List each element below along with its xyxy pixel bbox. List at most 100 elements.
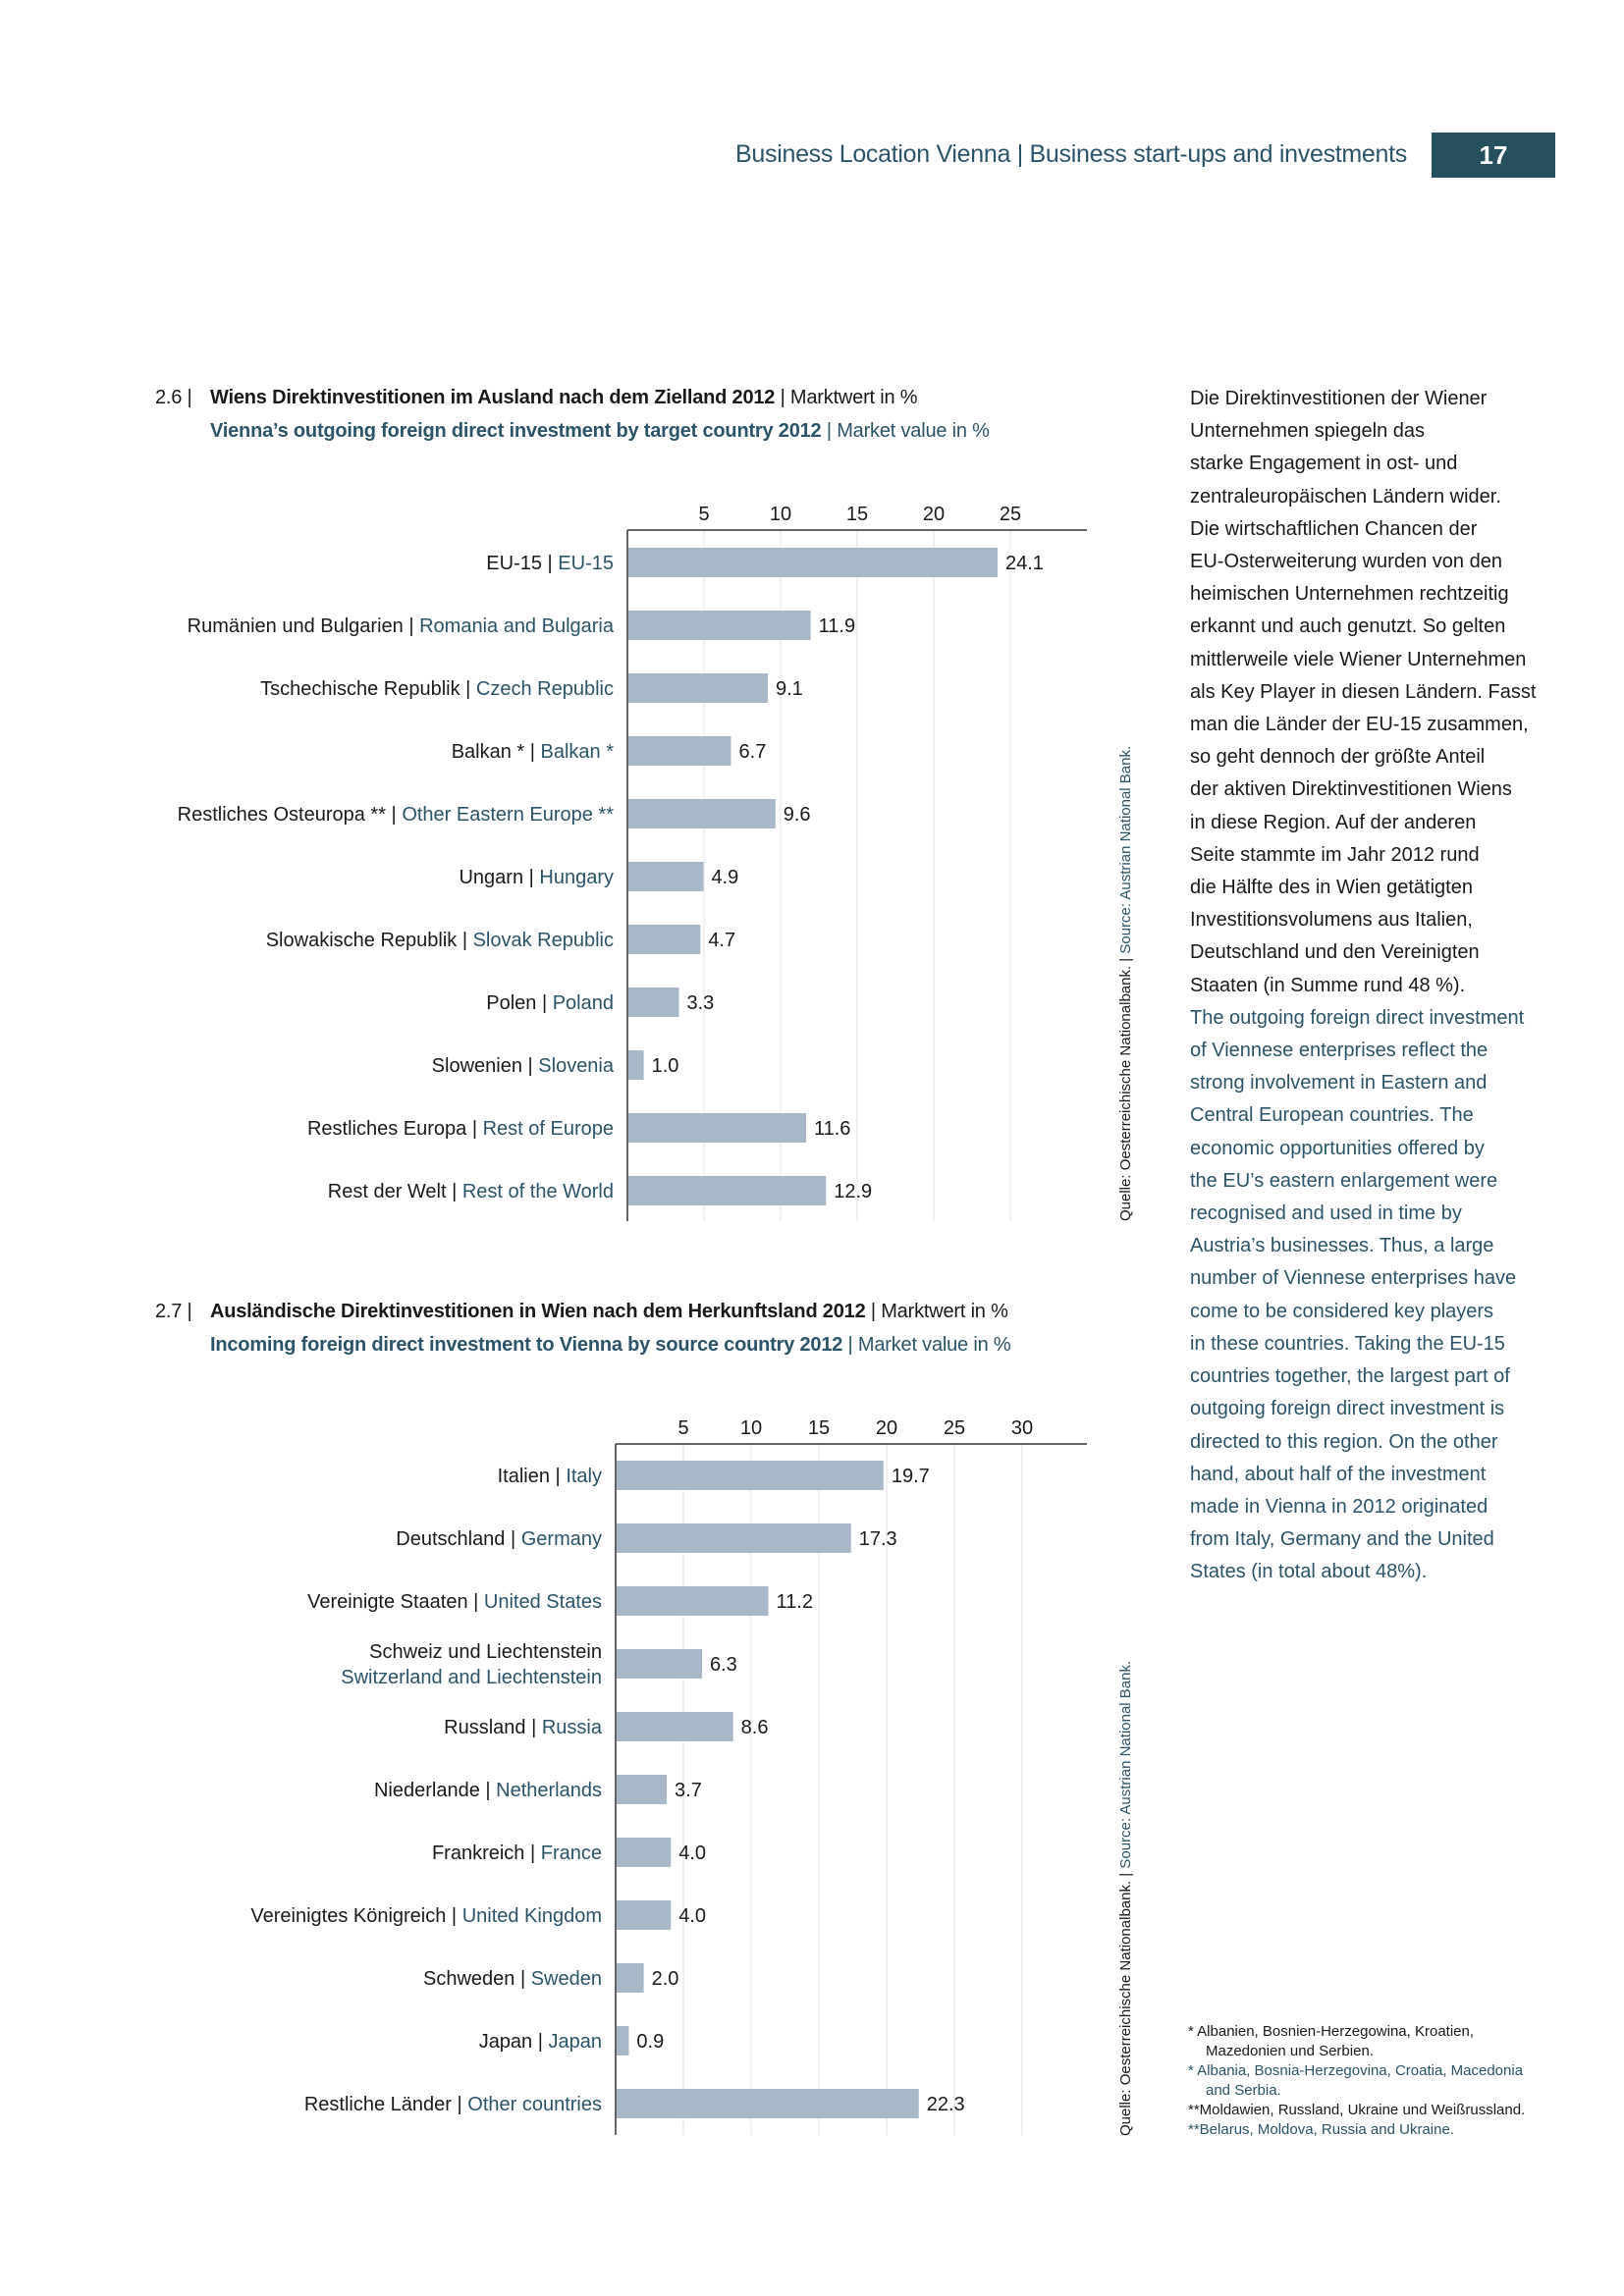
bar (628, 548, 998, 577)
body-line: zentraleuropäischen Ländern wider. (1190, 485, 1501, 507)
source-en: Source: Austrian National Bank. (1117, 745, 1134, 954)
category-label-de: Polen (486, 992, 536, 1014)
bar (617, 1523, 851, 1553)
category-label: Deutschland | Germany (396, 1528, 602, 1550)
category-label: Frankreich | France (432, 1842, 602, 1864)
bar-value-label: 19.7 (892, 1466, 930, 1487)
bar (617, 1963, 644, 1993)
separator: | (522, 1055, 538, 1077)
separator: | (505, 1528, 520, 1550)
bar-value-label: 11.6 (814, 1118, 850, 1140)
category-label: Japan | Japan (479, 2031, 602, 2053)
bar (617, 1775, 668, 1804)
bar-value-label: 1.0 (652, 1055, 679, 1077)
separator: | (542, 553, 558, 574)
body-line: economic opportunities offered by (1190, 1137, 1485, 1159)
bar-value-label: 0.9 (636, 2031, 664, 2053)
body-line: heimischen Unternehmen rechtzeitig (1190, 583, 1509, 606)
body-line: the EU’s eastern enlargement were (1190, 1169, 1498, 1192)
separator: | (446, 1905, 461, 1927)
figure-2-6-title: 2.6 | Wiens Direktinvestitionen im Auslan… (155, 381, 990, 448)
body-line: in diese Region. Auf der anderen (1190, 811, 1477, 833)
category-label-de: Slowenien (432, 1055, 522, 1077)
body-line: Seite stammte im Jahr 2012 rund (1190, 843, 1480, 866)
bar (617, 1712, 733, 1741)
bar-value-label: 9.6 (784, 804, 811, 826)
bar-value-label: 4.0 (678, 1842, 706, 1864)
bar-value-label: 8.6 (741, 1717, 769, 1738)
bar-value-label: 12.9 (834, 1181, 872, 1202)
body-line: strong involvement in Eastern and (1190, 1072, 1488, 1095)
body-line: outgoing foreign direct investment is (1190, 1398, 1505, 1420)
separator: | (480, 1780, 496, 1801)
body-line: States (in total about 48%). (1190, 1561, 1428, 1583)
category-label-de: Restliches Osteuropa ** (178, 804, 387, 826)
title-de: Ausländische Direktinvestitionen in Wien… (210, 1301, 866, 1322)
category-label-en: Slovenia (538, 1055, 615, 1077)
bar (617, 1461, 884, 1490)
category-label-de: Slowakische Republik (266, 930, 459, 951)
source-en: Source: Austrian National Bank. (1117, 1660, 1134, 1869)
category-label-en: Czech Republic (476, 678, 614, 700)
source-note-2: Quelle: Oesterreichische Nationalbank. |… (1117, 1661, 1134, 2136)
footnote-2-en: **Belarus, Moldova, Russia and Ukraine. (1188, 2121, 1454, 2138)
body-line: Central European countries. The (1190, 1104, 1474, 1127)
separator: | (532, 2031, 548, 2053)
category-label-de: Japan (479, 2031, 533, 2053)
x-tick-label: 15 (808, 1417, 830, 1439)
unit-de: | Marktwert in % (865, 1301, 1008, 1322)
bar-value-label: 24.1 (1005, 553, 1044, 574)
title-en: Incoming foreign direct investment to Vi… (210, 1334, 843, 1356)
bar-value-label: 3.3 (686, 992, 714, 1014)
body-line: als Key Player in diesen Ländern. Fasst (1190, 680, 1537, 703)
category-label: Vereinigtes Königreich | United Kingdom (250, 1905, 602, 1927)
category-label: Slowakische Republik | Slovak Republic (266, 930, 614, 951)
category-label: EU-15 | EU-15 (486, 553, 614, 574)
separator: | (386, 804, 402, 826)
footnote-1-de: * Albanien, Bosnien-Herzegowina, Kroatie… (1188, 2023, 1475, 2040)
category-label-en: Other countries (467, 2094, 602, 2115)
body-text-de: Die Direktinvestitionen der Wiener Untern… (1190, 383, 1583, 1002)
separator: | (514, 1968, 530, 1990)
category-label-de: Rest der Welt (328, 1181, 447, 1202)
footnote-1-en-cont: and Serbia. (1206, 2082, 1281, 2099)
body-line: made in Vienna in 2012 originated (1190, 1495, 1489, 1518)
body-line: Investitionsvolumens aus Italien, (1190, 909, 1473, 932)
title-en: Vienna’s outgoing foreign direct investm… (210, 420, 822, 442)
category-label-en: Japan (549, 2031, 603, 2053)
category-label-de: Schweden (423, 1968, 514, 1990)
category-label: Schweden | Sweden (423, 1968, 602, 1990)
body-line: Deutschland und den Vereinigten (1190, 941, 1480, 964)
separator: | (524, 1842, 540, 1864)
body-line: der aktiven Direktinvestitionen Wiens (1190, 778, 1512, 801)
body-line: number of Viennese enterprises have (1190, 1267, 1517, 1290)
bar-value-label: 4.7 (708, 930, 735, 951)
category-label: Restliche Länder | Other countries (304, 2094, 602, 2115)
body-line: mittlerweile viele Wiener Unternehmen (1190, 648, 1527, 670)
category-label-en: Poland (553, 992, 614, 1014)
bar-value-label: 9.1 (776, 678, 803, 700)
footnotes: * Albanien, Bosnien-Herzegowina, Kroatie… (1188, 2022, 1525, 2140)
separator: | (550, 1466, 566, 1487)
separator: | (460, 678, 476, 700)
figure-number: 2.7 | (155, 1301, 192, 1322)
title-de: Wiens Direktinvestitionen im Ausland nac… (210, 387, 776, 408)
category-label-en: Rest of the World (462, 1181, 614, 1202)
unit-en: | Market value in % (842, 1334, 1011, 1356)
category-label-en: Romania and Bulgaria (419, 615, 615, 637)
body-line: come to be considered key players (1190, 1300, 1494, 1322)
bar-value-label: 4.9 (711, 867, 738, 888)
bar (628, 1176, 827, 1205)
category-label: Russland | Russia (444, 1717, 603, 1738)
category-label: Tschechische Republik | Czech Republic (260, 678, 614, 700)
category-label-de: Vereinigtes Königreich (250, 1905, 446, 1927)
unit-en: | Market value in % (821, 420, 990, 442)
category-label: Rumänien und Bulgarien | Romania and Bul… (188, 615, 615, 637)
bar (628, 862, 704, 891)
x-tick-label: 25 (944, 1417, 965, 1439)
category-label-de: Restliches Europa (307, 1118, 467, 1140)
body-line: EU-Osterweiterung wurden von den (1190, 551, 1502, 573)
body-line: recognised and used in time by (1190, 1202, 1462, 1225)
body-line: directed to this region. On the other (1190, 1430, 1498, 1453)
category-label-de: Russland (444, 1717, 525, 1738)
